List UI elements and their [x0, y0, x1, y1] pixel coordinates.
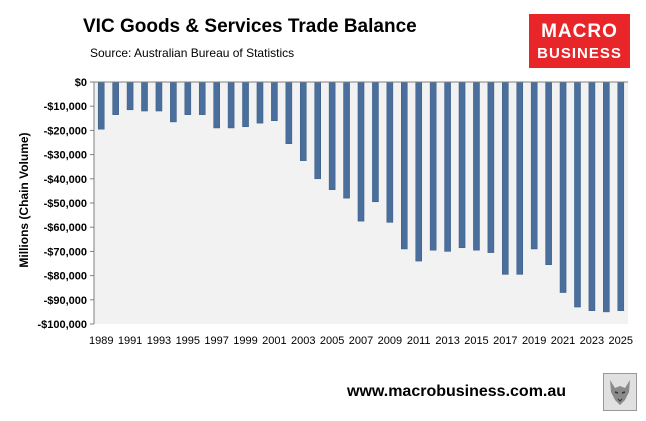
y-tick-label: -$20,000	[44, 125, 87, 137]
y-tick-label: -$30,000	[44, 150, 87, 162]
chart-source: Source: Australian Bureau of Statistics	[90, 46, 295, 60]
x-tick-label: 2009	[378, 335, 402, 347]
bar-1993	[155, 81, 163, 112]
bar-2013	[444, 81, 451, 252]
bar-1990	[112, 81, 119, 115]
x-tick-label: 2017	[493, 335, 517, 347]
bar-2004	[314, 81, 321, 180]
bar-2001	[271, 81, 278, 121]
bar-1996	[198, 81, 206, 115]
bar-2012	[429, 81, 437, 251]
x-tick-label: 2015	[464, 335, 488, 347]
bar-2022	[574, 81, 581, 308]
bar-2006	[343, 81, 350, 199]
bar-1992	[141, 81, 148, 112]
bar-2016	[487, 81, 495, 253]
x-tick-label: 1989	[89, 335, 113, 347]
bar-1991	[126, 81, 134, 111]
x-tick-label: 2001	[262, 335, 286, 347]
x-tick-label: 2025	[609, 335, 633, 347]
bar-2021	[559, 81, 567, 293]
bar-2003	[299, 81, 307, 161]
y-tick-label: -$70,000	[44, 246, 87, 258]
chart-title: VIC Goods & Services Trade Balance	[83, 16, 417, 37]
macrobusiness-logo: MACRO BUSINESS	[529, 14, 630, 68]
bar-2002	[285, 81, 293, 144]
bar-2008	[372, 81, 379, 203]
bar-1994	[170, 81, 177, 123]
y-tick-label: -$60,000	[44, 222, 87, 234]
bar-2015	[473, 81, 480, 251]
x-tick-label: 2013	[435, 335, 459, 347]
bar-2023	[588, 81, 596, 311]
bar-2014	[458, 81, 466, 249]
bar-1989	[97, 81, 105, 130]
x-tick-label: 2021	[551, 335, 575, 347]
x-tick-label: 2003	[291, 335, 315, 347]
y-tick-label: -$80,000	[44, 271, 87, 283]
logo-line-2: BUSINESS	[537, 45, 622, 62]
x-tick-label: 1993	[147, 335, 171, 347]
bar-2000	[256, 81, 264, 124]
y-tick-label: -$100,000	[37, 319, 87, 331]
website-text: www.macrobusiness.com.au	[347, 383, 567, 400]
bar-2007	[357, 81, 365, 222]
bar-2009	[386, 81, 394, 223]
bar-1998	[227, 81, 235, 129]
bar-2005	[328, 81, 336, 190]
x-tick-label: 1991	[118, 335, 142, 347]
y-tick-label: -$90,000	[44, 295, 87, 307]
wolf-icon	[603, 373, 637, 411]
x-tick-label: 2007	[349, 335, 373, 347]
x-tick-label: 2005	[320, 335, 344, 347]
x-tick-label: 2019	[522, 335, 546, 347]
bar-2020	[545, 81, 552, 265]
y-tick-label: -$40,000	[44, 174, 87, 186]
bar-2025	[617, 81, 625, 311]
bar-1997	[213, 81, 220, 129]
x-tick-label: 1999	[233, 335, 257, 347]
bar-2024	[603, 81, 610, 313]
x-tick-label: 1995	[176, 335, 200, 347]
bar-2017	[502, 81, 509, 275]
logo-line-1: MACRO	[541, 21, 618, 42]
bar-2010	[401, 81, 408, 250]
y-tick-label: -$50,000	[44, 198, 87, 210]
bar-1995	[184, 81, 192, 115]
x-tick-label: 2011	[407, 335, 431, 347]
bar-2019	[530, 81, 538, 250]
x-tick-label: 2023	[580, 335, 604, 347]
y-tick-label: -$10,000	[44, 101, 87, 113]
y-tick-label: $0	[75, 77, 87, 89]
bar-2011	[415, 81, 423, 262]
x-tick-label: 1997	[204, 335, 228, 347]
bar-2018	[516, 81, 524, 275]
bar-1999	[242, 81, 249, 128]
